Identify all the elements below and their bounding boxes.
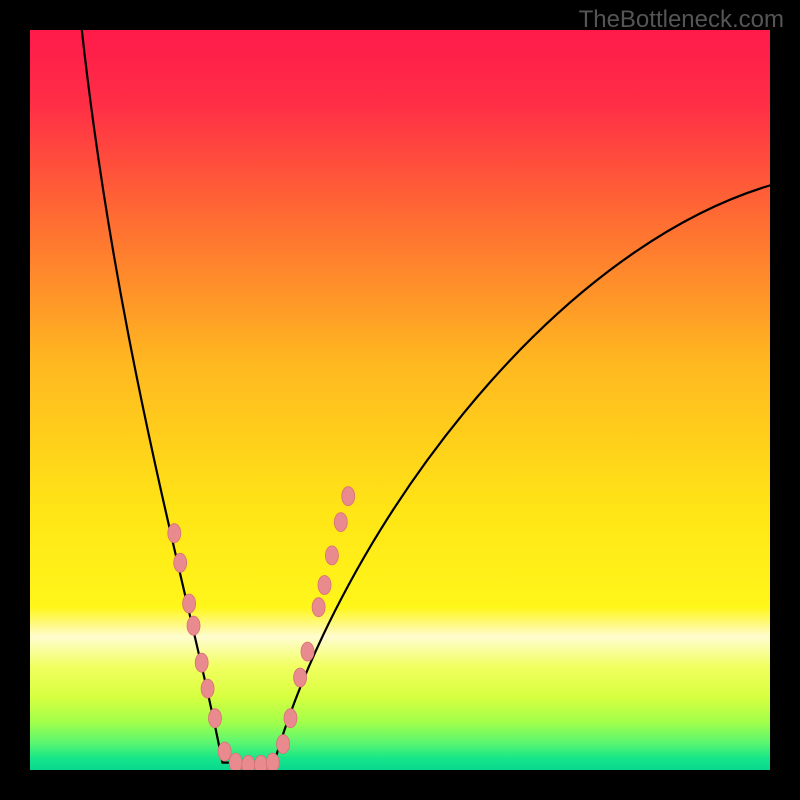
data-marker (318, 576, 331, 595)
data-marker (209, 709, 222, 728)
data-marker (218, 742, 231, 761)
data-marker (183, 594, 196, 613)
data-marker (266, 753, 279, 770)
data-marker (168, 524, 181, 543)
data-marker (342, 487, 355, 506)
data-marker (187, 616, 200, 635)
data-marker (325, 546, 338, 565)
plot-area (30, 30, 770, 770)
data-marker (201, 679, 214, 698)
plot-svg (30, 30, 770, 770)
data-marker (242, 755, 255, 770)
data-marker (229, 753, 242, 770)
data-marker (334, 513, 347, 532)
data-marker (312, 598, 325, 617)
data-marker (195, 653, 208, 672)
data-marker (254, 755, 267, 770)
data-marker (277, 735, 290, 754)
data-marker (284, 709, 297, 728)
data-marker (174, 553, 187, 572)
data-marker (294, 668, 307, 687)
data-marker (301, 642, 314, 661)
